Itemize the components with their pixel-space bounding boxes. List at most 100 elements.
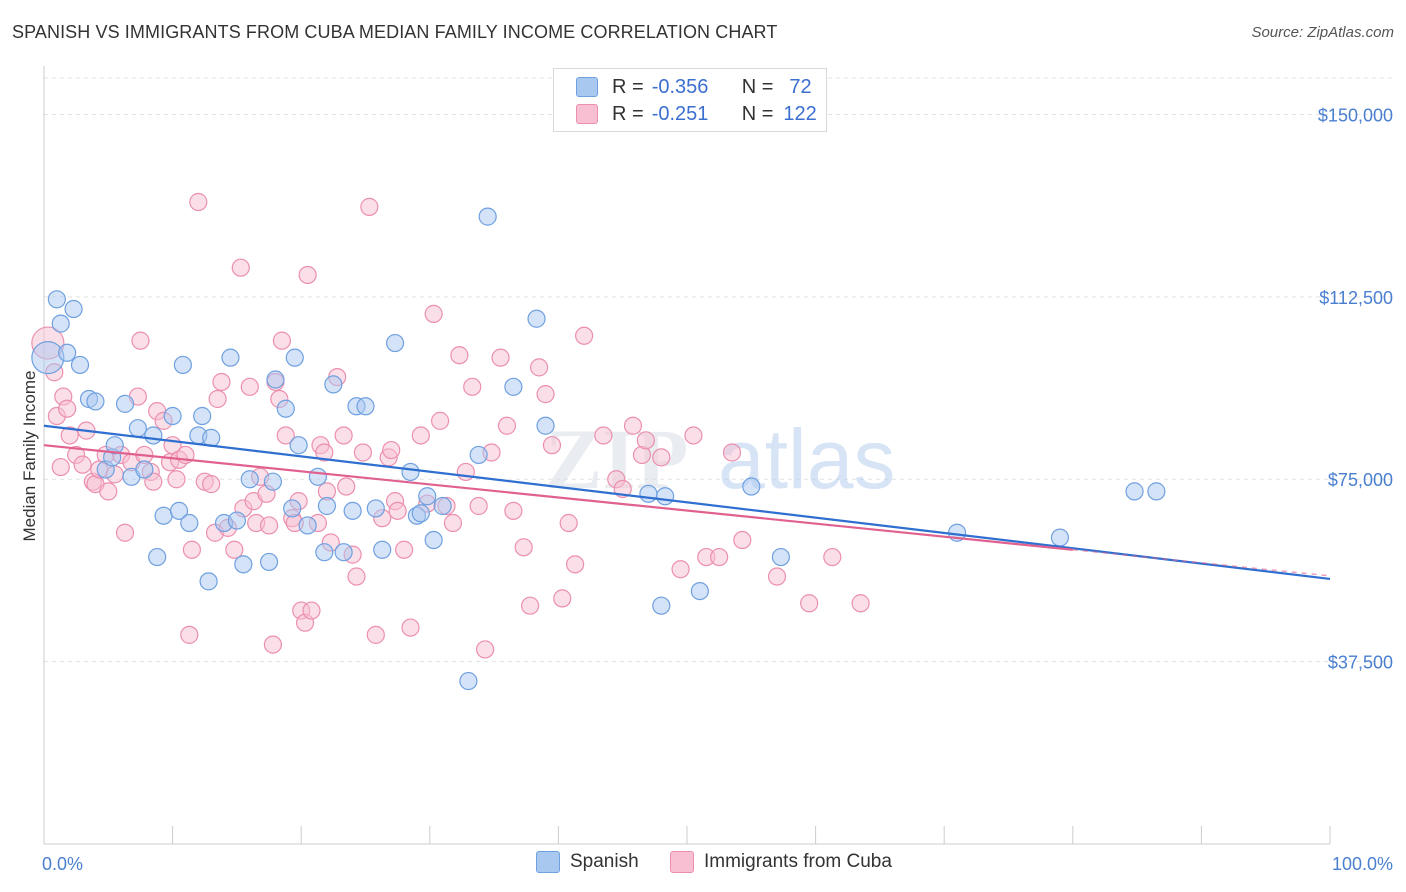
spanish-point	[317, 496, 337, 516]
cuba-point	[800, 594, 819, 613]
cuba-point	[521, 596, 540, 615]
cuba-trend-line	[43, 444, 1073, 551]
cuba-point	[225, 540, 244, 559]
y-tick-label: $37,500	[1328, 653, 1393, 673]
cuba-point	[722, 443, 742, 462]
spanish-point	[135, 460, 154, 479]
cuba-point	[424, 304, 443, 323]
cuba-point	[463, 377, 482, 396]
spanish-point	[64, 299, 83, 319]
spanish-point	[401, 462, 420, 482]
legend-r-value: -0.356	[651, 75, 709, 98]
cuba-point	[298, 265, 317, 285]
cuba-point	[360, 197, 379, 216]
cuba-point	[208, 389, 227, 409]
spanish-point	[771, 547, 790, 567]
legend-r-value: -0.251	[651, 102, 709, 125]
y-tick-label: $112,500	[1319, 288, 1393, 308]
spanish-point	[411, 504, 430, 523]
spanish-point	[263, 472, 283, 491]
spanish-point	[639, 484, 658, 503]
spanish-point	[334, 543, 353, 562]
cuba-point	[411, 426, 430, 445]
cuba-point	[469, 496, 488, 516]
spanish-point	[469, 445, 488, 465]
cuba-point	[767, 567, 787, 586]
spanish-point	[193, 406, 212, 426]
cuba-point	[542, 436, 562, 455]
spanish-point	[652, 596, 671, 615]
spanish-point	[418, 487, 437, 506]
cuba-point	[353, 443, 373, 462]
cuba-point	[366, 625, 385, 644]
spanish-point	[690, 581, 709, 601]
legend-r-label: R =	[612, 102, 644, 125]
spanish-point	[276, 399, 295, 418]
spanish-point	[308, 467, 328, 486]
spanish-point	[169, 501, 189, 520]
cuba-point	[530, 358, 549, 377]
cuba-point	[536, 385, 555, 404]
axes	[43, 66, 1331, 845]
spanish-point	[1125, 482, 1144, 501]
cuba-point	[636, 431, 655, 450]
cuba-point	[202, 475, 221, 494]
cuba-point	[514, 538, 533, 557]
legend-r-label: R =	[612, 75, 644, 98]
spanish-point	[259, 552, 279, 572]
y-axis-label: Median Family Income	[20, 370, 39, 541]
cuba-point	[504, 501, 523, 520]
cuba-point	[167, 470, 186, 489]
cuba-point	[337, 477, 356, 496]
legend-row-cuba: R = -0.251 N = 122	[576, 101, 817, 127]
spanish-point	[343, 501, 362, 520]
gridlines	[44, 77, 1396, 663]
y-tick-label: $150,000	[1318, 105, 1393, 125]
cuba-point	[823, 547, 842, 567]
y-tick-labels: $150,000 $112,500 $75,000 $37,500	[1318, 105, 1393, 672]
spanish-point	[266, 370, 285, 389]
x-tick-label-start: 0.0%	[42, 854, 83, 874]
legend-n-value: 72	[789, 75, 812, 98]
cuba-point	[302, 601, 321, 620]
cuba-point	[684, 426, 703, 445]
spanish-point	[115, 394, 135, 413]
cuba-point	[456, 462, 475, 482]
cuba-point	[475, 640, 495, 659]
cuba-point	[497, 416, 517, 435]
cuba-point	[594, 426, 613, 445]
cuba-point	[491, 348, 510, 367]
cuba-point	[671, 560, 690, 579]
spanish-point	[536, 416, 555, 435]
cuba-point	[710, 547, 729, 567]
spanish-point	[289, 436, 308, 455]
cuba-point	[394, 540, 414, 559]
spanish-point	[1147, 482, 1166, 501]
cuba-point	[189, 192, 208, 212]
spanish-point	[478, 207, 497, 226]
cuba-point	[240, 377, 259, 396]
spanish-point	[324, 375, 343, 394]
cuba-point	[851, 594, 870, 613]
spanish-point	[285, 348, 304, 367]
spanish-point	[424, 530, 443, 550]
cuba-point	[231, 258, 250, 277]
spanish-point	[163, 406, 182, 426]
spanish-point	[373, 540, 392, 559]
trend-lines	[43, 424, 1331, 581]
cuba-point	[99, 482, 118, 501]
spanish-point	[385, 333, 405, 353]
cuba-trend-extension	[1072, 549, 1331, 577]
cuba-point	[259, 516, 279, 535]
chart-title: SPANISH VS IMMIGRANTS FROM CUBA MEDIAN F…	[12, 22, 778, 42]
cuba-point	[315, 443, 334, 462]
spanish-point	[1050, 528, 1070, 547]
spanish-point	[283, 499, 302, 518]
legend-swatch-spanish	[576, 77, 598, 97]
cuba-point	[575, 326, 594, 345]
cuba-point	[51, 457, 70, 477]
cuba-point	[443, 513, 463, 533]
cuba-point	[401, 618, 420, 637]
cuba-point	[382, 440, 401, 460]
spanish-point	[70, 355, 90, 375]
